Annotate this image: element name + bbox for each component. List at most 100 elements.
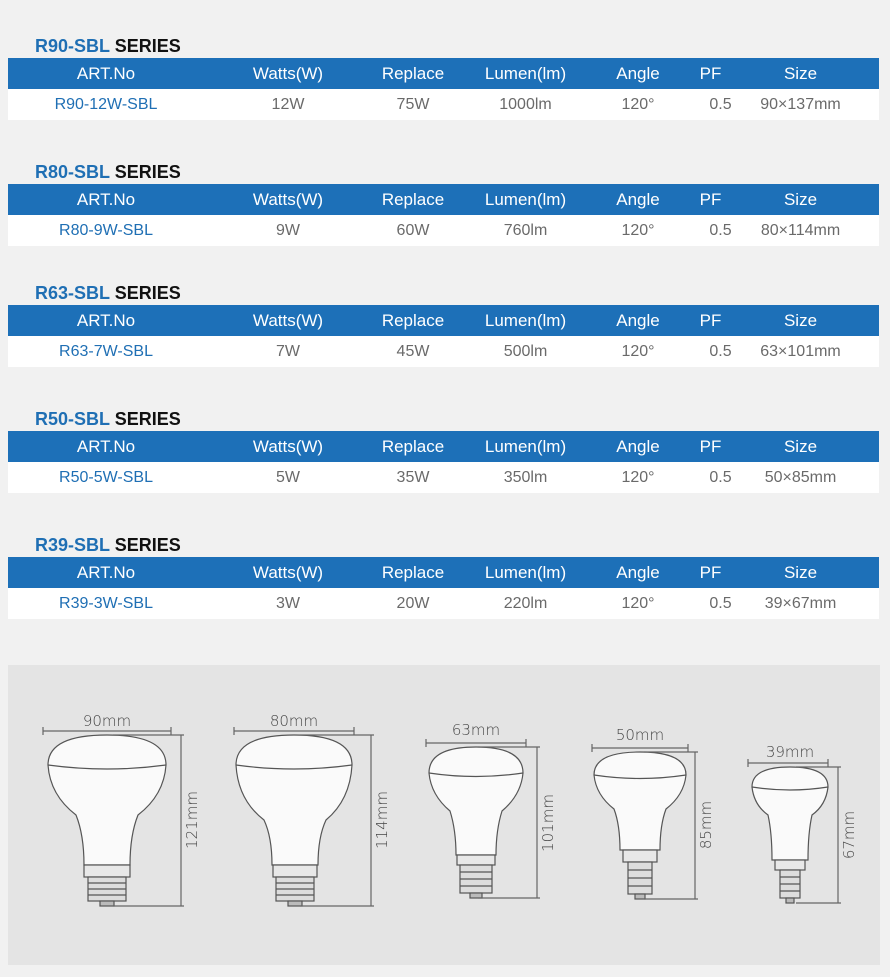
header-pf: PF <box>699 190 722 209</box>
cell-replace: 75W <box>396 96 430 113</box>
bulb-r80-width-label: 80mm <box>270 712 318 730</box>
cell-lumen: 760lm <box>503 222 548 239</box>
bulb-r63-icon <box>425 739 540 899</box>
header-lumen: Lumen(lm) <box>484 437 567 456</box>
header-size: Size <box>783 311 818 330</box>
cell-size: 39×67mm <box>764 595 837 612</box>
cell-pf: 0.5 <box>709 595 732 612</box>
table-header: ART.No Watts(W) Replace Lumen(lm) Angle … <box>8 431 879 462</box>
cell-replace: 35W <box>396 469 430 486</box>
cell-watts: 12W <box>271 96 305 113</box>
table-row: R90-12W-SBL 12W 75W 1000lm 120° 0.5 90×1… <box>8 89 879 120</box>
header-art-no: ART.No <box>76 437 136 456</box>
cell-watts: 9W <box>276 222 300 239</box>
header-lumen: Lumen(lm) <box>484 563 567 582</box>
series-suffix: SERIES <box>114 409 181 429</box>
header-lumen: Lumen(lm) <box>484 64 567 83</box>
bulb-r90-icon <box>42 727 184 907</box>
cell-angle: 120° <box>621 595 655 612</box>
cell-pf: 0.5 <box>709 96 732 113</box>
cell-replace: 45W <box>396 343 430 360</box>
header-angle: Angle <box>616 64 660 83</box>
header-size: Size <box>783 190 818 209</box>
bulb-r50-width-label: 50mm <box>616 726 664 744</box>
cell-art-no: R63-7W-SBL <box>59 343 153 360</box>
header-replace: Replace <box>381 190 445 209</box>
cell-watts: 3W <box>276 595 300 612</box>
header-watts: Watts(W) <box>252 437 324 456</box>
cell-replace: 20W <box>396 595 430 612</box>
series-title: R80-SBL SERIES <box>35 162 181 184</box>
bulb-r80-icon <box>233 727 374 907</box>
header-watts: Watts(W) <box>252 311 324 330</box>
table-row: R63-7W-SBL 7W 45W 500lm 120° 0.5 63×101m… <box>8 336 879 367</box>
series-title: R39-SBL SERIES <box>35 535 181 557</box>
cell-lumen: 220lm <box>503 595 548 612</box>
header-art-no: ART.No <box>76 190 136 209</box>
bulb-dimension-drawing: 90mm 121mm 80mm 114mm 63mm 101mm 50mm 85… <box>42 712 858 907</box>
bulb-r39-width-label: 39mm <box>766 743 814 761</box>
header-watts: Watts(W) <box>252 64 324 83</box>
bulb-r50-icon <box>591 744 698 900</box>
cell-pf: 0.5 <box>709 222 732 239</box>
table-row: R80-9W-SBL 9W 60W 760lm 120° 0.5 80×114m… <box>8 215 879 246</box>
cell-art-no: R50-5W-SBL <box>59 469 153 486</box>
header-pf: PF <box>699 437 722 456</box>
series-code: R80-SBL <box>35 162 110 182</box>
header-pf: PF <box>699 64 722 83</box>
bulb-r63-height-label: 101mm <box>539 794 557 852</box>
bulb-r63-width-label: 63mm <box>452 721 500 739</box>
series-code: R63-SBL <box>35 283 110 303</box>
header-replace: Replace <box>381 563 445 582</box>
header-size: Size <box>783 64 818 83</box>
series-title: R63-SBL SERIES <box>35 283 181 305</box>
table-row: R50-5W-SBL 5W 35W 350lm 120° 0.5 50×85mm <box>8 462 879 493</box>
header-lumen: Lumen(lm) <box>484 190 567 209</box>
cell-lumen: 1000lm <box>499 96 552 113</box>
header-replace: Replace <box>381 64 445 83</box>
series-code: R90-SBL <box>35 36 110 56</box>
table-header: ART.No Watts(W) Replace Lumen(lm) Angle … <box>8 184 879 215</box>
header-size: Size <box>783 563 818 582</box>
header-angle: Angle <box>616 190 660 209</box>
cell-watts: 5W <box>276 469 300 486</box>
table-header: ART.No Watts(W) Replace Lumen(lm) Angle … <box>8 557 879 588</box>
header-art-no: ART.No <box>76 563 136 582</box>
cell-size: 90×137mm <box>760 96 841 113</box>
header-watts: Watts(W) <box>252 190 324 209</box>
dimension-diagram: 90mm 121mm 80mm 114mm 63mm 101mm 50mm 85… <box>8 665 880 965</box>
cell-art-no: R90-12W-SBL <box>54 96 158 113</box>
cell-angle: 120° <box>621 343 655 360</box>
cell-angle: 120° <box>621 96 655 113</box>
bulb-r39-icon <box>747 759 841 904</box>
header-pf: PF <box>699 563 722 582</box>
header-angle: Angle <box>616 563 660 582</box>
cell-art-no: R80-9W-SBL <box>59 222 153 239</box>
cell-pf: 0.5 <box>709 343 732 360</box>
series-suffix: SERIES <box>114 36 181 56</box>
header-replace: Replace <box>381 437 445 456</box>
cell-size: 80×114mm <box>760 222 841 239</box>
bulb-r50-height-label: 85mm <box>697 801 715 849</box>
table-row: R39-3W-SBL 3W 20W 220lm 120° 0.5 39×67mm <box>8 588 879 619</box>
cell-angle: 120° <box>621 222 655 239</box>
series-title: R50-SBL SERIES <box>35 409 181 431</box>
cell-angle: 120° <box>621 469 655 486</box>
cell-size: 63×101mm <box>760 343 841 360</box>
cell-art-no: R39-3W-SBL <box>59 595 153 612</box>
cell-watts: 7W <box>276 343 300 360</box>
table-header: ART.No Watts(W) Replace Lumen(lm) Angle … <box>8 58 879 89</box>
cell-pf: 0.5 <box>709 469 732 486</box>
header-angle: Angle <box>616 311 660 330</box>
cell-lumen: 350lm <box>503 469 548 486</box>
header-watts: Watts(W) <box>252 563 324 582</box>
series-code: R39-SBL <box>35 535 110 555</box>
series-suffix: SERIES <box>114 162 181 182</box>
cell-size: 50×85mm <box>764 469 837 486</box>
bulb-r90-width-label: 90mm <box>83 712 131 730</box>
header-replace: Replace <box>381 311 445 330</box>
bulb-r80-height-label: 114mm <box>373 791 391 849</box>
header-size: Size <box>783 437 818 456</box>
series-code: R50-SBL <box>35 409 110 429</box>
header-art-no: ART.No <box>76 64 136 83</box>
